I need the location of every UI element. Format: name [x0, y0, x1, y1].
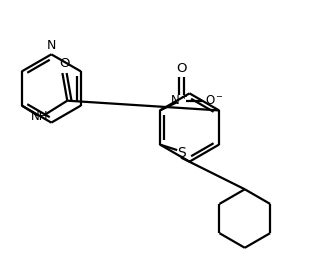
Text: N$^+$: N$^+$	[170, 93, 189, 108]
Text: NH: NH	[31, 110, 48, 124]
Text: O: O	[176, 62, 187, 75]
Text: S: S	[177, 146, 185, 160]
Text: O: O	[59, 57, 70, 70]
Text: N: N	[47, 39, 56, 52]
Text: O$^-$: O$^-$	[205, 94, 224, 107]
